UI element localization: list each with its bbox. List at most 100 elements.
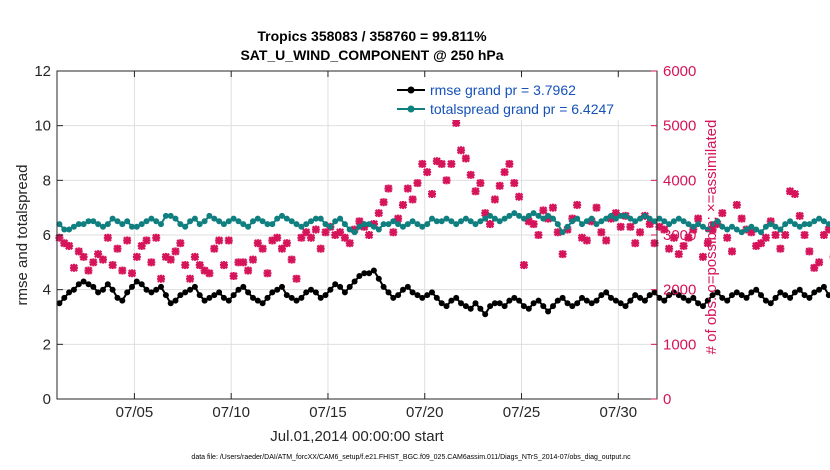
obs-assimilated-marker [558, 250, 567, 259]
rmse-point [109, 286, 116, 293]
totalspread-point [820, 218, 827, 225]
rmse-point [409, 289, 416, 296]
rmse-point [264, 294, 271, 301]
totalspread-point [467, 218, 474, 225]
totalspread-point [225, 218, 232, 225]
totalspread-point [724, 226, 731, 233]
rmse-point [404, 283, 411, 290]
totalspread-point [230, 215, 237, 222]
rmse-point [559, 294, 566, 301]
totalspread-point [332, 218, 339, 225]
rmse-point [501, 303, 508, 310]
rmse-point [550, 303, 556, 310]
totalspread-point [458, 218, 464, 225]
obs-assimilated-marker [548, 203, 558, 212]
obs-assimilated-marker [379, 198, 388, 207]
rmse-point [748, 289, 755, 296]
y-right-tick-label: 3000 [663, 227, 696, 244]
totalspread-point [404, 221, 411, 228]
totalspread-point [743, 226, 750, 233]
obs-assimilated-marker [152, 233, 161, 242]
rmse-point [201, 297, 208, 304]
obs-assimilated-marker [573, 200, 582, 209]
rmse-point [796, 286, 803, 293]
totalspread-point [114, 218, 121, 225]
totalspread-point [637, 215, 644, 222]
totalspread-point [129, 223, 135, 230]
obs-assimilated-marker [118, 266, 127, 275]
rmse-point [240, 283, 247, 290]
rmse-point [462, 303, 469, 310]
rmse-point [361, 270, 368, 277]
totalspread-point [787, 218, 794, 225]
totalspread-point [104, 221, 111, 228]
obs-assimilated-marker [171, 247, 180, 256]
rmse-point [758, 292, 764, 299]
obs-assimilated-marker [805, 247, 814, 256]
rmse-point [458, 300, 464, 307]
totalspread-point [680, 218, 687, 225]
totalspread-point [400, 223, 406, 230]
y-left-tick-label: 12 [34, 63, 51, 80]
obs-assimilated-marker [679, 241, 688, 250]
obs-assimilated-marker [132, 252, 141, 261]
totalspread-point [598, 218, 605, 225]
rmse-point [588, 300, 595, 307]
rmse-point [182, 289, 189, 296]
rmse-point [177, 292, 184, 299]
totalspread-point [622, 212, 629, 219]
obs-assimilated-marker [466, 170, 475, 179]
rmse-point [220, 294, 227, 301]
totalspread-point [791, 221, 798, 228]
totalspread-point [100, 223, 106, 230]
rmse-point [530, 300, 537, 307]
rmse-point [172, 297, 179, 304]
totalspread-point [356, 223, 363, 230]
totalspread-point [700, 223, 706, 230]
totalspread-point [588, 215, 595, 222]
totalspread-point [782, 221, 789, 228]
obs-assimilated-marker [718, 209, 727, 218]
rmse-point [70, 286, 77, 293]
rmse-point [733, 289, 740, 296]
totalspread-point [535, 212, 542, 219]
rmse-point [825, 292, 830, 299]
rmse-point [225, 297, 232, 304]
obs-assimilated-marker [790, 189, 799, 199]
rmse-point [801, 292, 808, 299]
rmse-point [390, 294, 397, 301]
rmse-point [453, 294, 460, 301]
totalspread-point [143, 218, 150, 225]
obs-assimilated-marker [665, 244, 674, 253]
totalspread-point [530, 210, 537, 217]
totalspread-point [796, 223, 803, 230]
rmse-point [341, 289, 348, 296]
totalspread-point [569, 218, 576, 225]
totalspread-point [772, 223, 779, 230]
obs-assimilated-marker [447, 159, 456, 168]
totalspread-point [370, 223, 377, 230]
totalspread-point [511, 210, 518, 217]
rmse-point [419, 294, 426, 301]
rmse-point [61, 294, 68, 301]
x-tick-label: 07/10 [212, 404, 250, 421]
obs-assimilated-marker [597, 228, 606, 237]
totalspread-point [66, 226, 73, 233]
totalspread-point [811, 218, 818, 225]
plot-series [55, 118, 830, 318]
totalspread-point [603, 215, 610, 222]
totalspread-point [748, 223, 755, 230]
totalspread-point [738, 229, 745, 236]
totalspread-point [269, 221, 276, 228]
totalspread-point [593, 221, 600, 228]
legend-spread-marker [407, 105, 415, 113]
totalspread-point [327, 223, 334, 230]
legend-spread-label: totalspread grand pr = 6.4247 [430, 101, 614, 117]
totalspread-point [777, 226, 784, 233]
obs-assimilated-marker [669, 233, 678, 242]
totalspread-point [254, 215, 261, 222]
totalspread-point [56, 221, 63, 228]
totalspread-point [762, 223, 769, 230]
obs-assimilated-marker [636, 228, 645, 237]
